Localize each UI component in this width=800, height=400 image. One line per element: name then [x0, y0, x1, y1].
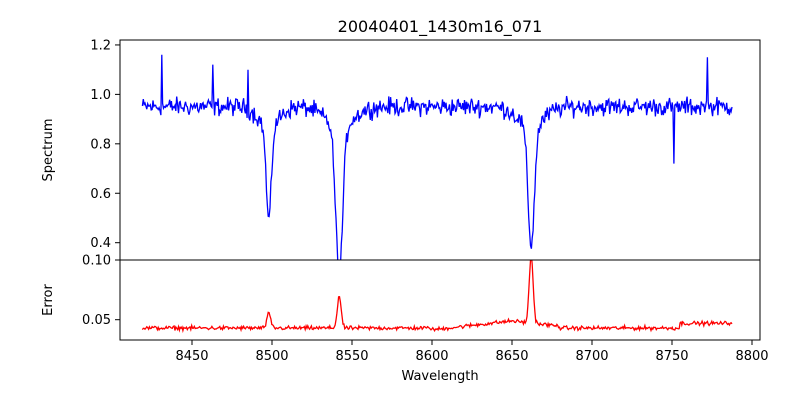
x-axis-label: Wavelength — [401, 369, 478, 384]
spectrum-y-tick-label: 0.4 — [90, 236, 111, 251]
spectrum-y-axis-label: Spectrum — [41, 119, 56, 182]
x-tick-label: 8750 — [655, 349, 688, 364]
spectrum-title: 20040401_1430m16_071 — [338, 17, 543, 37]
error-axes-frame — [119, 259, 761, 341]
spectrum-series-line — [141, 54, 733, 260]
spectrum-panel: 20040401_1430m16_071 0.4 0.6 0.8 1.0 1.2 Spe… — [41, 17, 761, 261]
error-y-tick-label: 0.05 — [82, 313, 111, 328]
error-y-tick-label: 0.10 — [82, 254, 111, 269]
error-series-line — [141, 260, 733, 334]
x-tick-label: 8650 — [495, 349, 528, 364]
x-tick-label: 8550 — [335, 349, 368, 364]
x-tick-label: 8500 — [255, 349, 288, 364]
x-tick-label: 8800 — [735, 349, 768, 364]
x-tick-label: 8600 — [415, 349, 448, 364]
x-tick-label: 8450 — [175, 349, 208, 364]
spectrum-y-tick-label: 1.2 — [90, 38, 111, 53]
error-y-axis-label: Error — [41, 284, 56, 316]
spectrum-y-tick-label: 0.6 — [90, 187, 111, 202]
x-tick-label: 8700 — [575, 349, 608, 364]
error-panel: 0.05 0.10 8450 8500 8550 8600 8650 8700 8750 880… — [41, 254, 769, 385]
spectrum-y-tick-label: 1.0 — [90, 88, 111, 103]
spectrum-y-tick-label: 0.8 — [90, 137, 111, 152]
